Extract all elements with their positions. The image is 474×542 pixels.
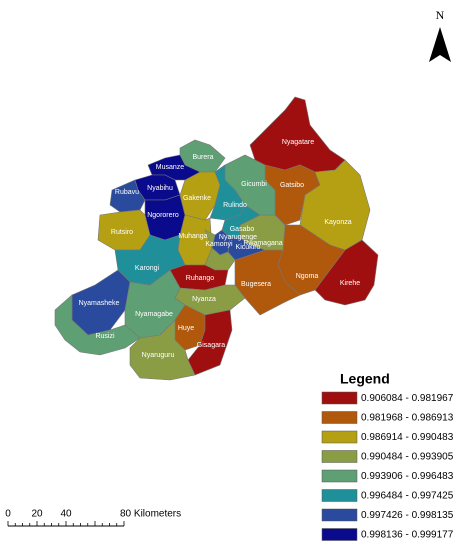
district-label: Karongi (135, 265, 160, 272)
district-label: Kayonza (324, 219, 351, 226)
district-label: Bugesera (241, 281, 271, 288)
district-label: Rubavu (115, 189, 139, 196)
north-arrow (429, 27, 451, 62)
scale-label: 80 Kilometers (120, 509, 181, 520)
district-label: Huye (178, 325, 194, 332)
district-label: Nyarugenge (219, 234, 257, 241)
legend-label: 0.996484 - 0.997425 (361, 491, 454, 502)
district (204, 229, 236, 271)
district-label: Burera (192, 154, 213, 161)
district-label: Nyabihu (147, 185, 173, 192)
district-label: Nyaruguru (142, 352, 175, 359)
legend-title: Legend (340, 371, 390, 387)
district-label: Kicukiro (236, 244, 261, 251)
legend-label: 0.997426 - 0.998135 (361, 510, 454, 521)
legend-swatch (321, 528, 358, 541)
district-label: Muhanga (178, 233, 207, 240)
district-label: Nyanza (192, 296, 216, 303)
district-label: Nyamasheke (79, 300, 120, 307)
legend-swatch (321, 450, 358, 463)
district-label: Gicumbi (241, 181, 267, 188)
legend-label: 0.990484 - 0.993905 (361, 452, 454, 463)
scale-label: 40 (60, 509, 72, 520)
district-label: Gakenke (183, 195, 211, 202)
legend-label: 0.993906 - 0.996483 (361, 471, 454, 482)
district-label: Ngoma (296, 273, 319, 280)
district-label: Gasabo (230, 226, 255, 233)
district-label: Rulindo (223, 202, 247, 209)
legend-label: 0.981968 - 0.986913 (361, 413, 454, 424)
district (129, 319, 196, 381)
legend-swatch (321, 391, 358, 405)
north-label: N (436, 8, 445, 22)
scale-label: 0 (5, 509, 11, 520)
legend-label: 0.906084 - 0.981967 (361, 393, 454, 404)
legend-swatch (321, 489, 358, 502)
district-label: Gatsibo (280, 182, 304, 189)
district (109, 179, 146, 213)
legend-swatch (321, 469, 358, 483)
district-label: Kamonyi (205, 241, 233, 248)
district-label: Musanze (156, 164, 185, 171)
district-label: Gisagara (197, 342, 226, 349)
district-label: Kirehe (340, 280, 360, 287)
legend-swatch (321, 508, 358, 522)
legend-label: 0.986914 - 0.990483 (361, 432, 454, 443)
district (249, 96, 346, 173)
district-label: Rusizi (95, 333, 115, 340)
legend-swatch (321, 411, 358, 424)
district-label: Rutsiro (111, 229, 133, 236)
district-label: Nyamagabe (135, 311, 173, 318)
district-label: Ruhango (186, 275, 215, 282)
legend-label: 0.998136 - 0.999177 (361, 530, 454, 541)
legend-swatch (321, 430, 358, 444)
district-label: Nyagatare (282, 139, 314, 146)
scale-label: 20 (31, 509, 43, 520)
district-label: Rwamagana (243, 240, 282, 247)
district-label: Ngororero (147, 212, 179, 219)
